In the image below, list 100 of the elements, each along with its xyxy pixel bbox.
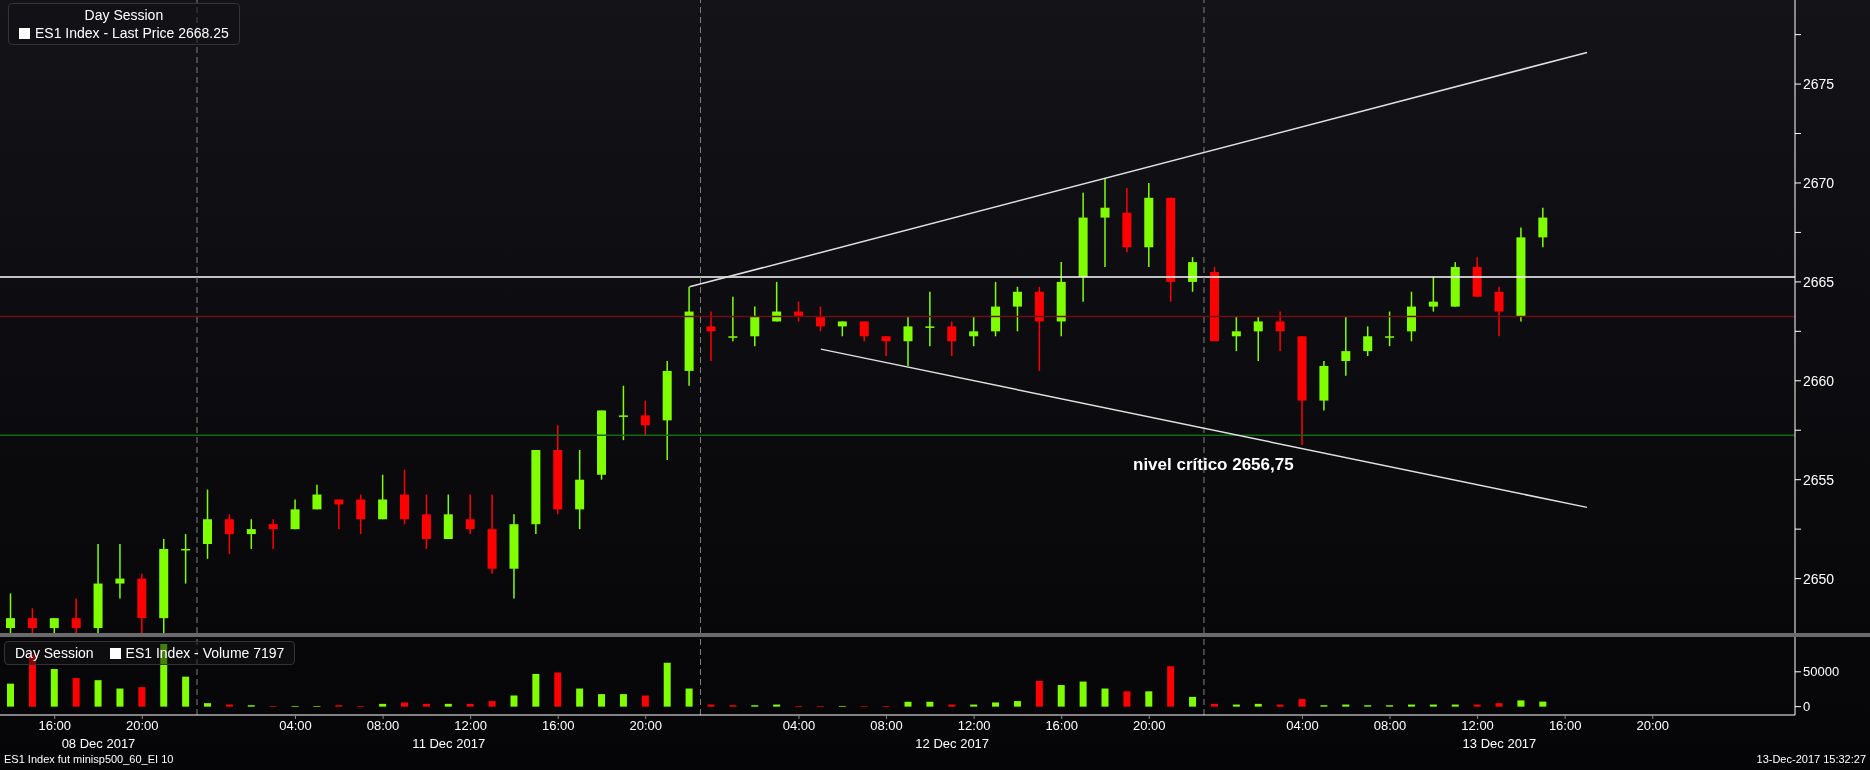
x-tick-label: 20:00 <box>126 718 159 734</box>
bar <box>422 703 430 707</box>
candlestick <box>1494 286 1504 338</box>
bar <box>1451 704 1459 707</box>
y-tick-label: 2650 <box>1803 570 1835 587</box>
bar <box>488 701 496 707</box>
x-tick-label: 16:00 <box>1045 718 1078 734</box>
x-tick-label: 04:00 <box>279 718 312 734</box>
x-tick-label: 08:00 <box>870 718 903 734</box>
bar <box>94 680 102 707</box>
bar <box>50 669 58 707</box>
y-tick-label: 2660 <box>1803 372 1835 389</box>
text: ES1 Index - Last Price 2668.25 <box>35 24 229 42</box>
candlestick <box>1341 315 1351 377</box>
candlestick <box>115 543 125 600</box>
candlestick <box>1231 315 1241 352</box>
candlestick <box>1188 256 1198 293</box>
bar <box>619 694 627 707</box>
bar <box>379 703 387 707</box>
bar <box>72 678 80 707</box>
bar <box>1495 703 1503 707</box>
y-tick-label: 2665 <box>1803 273 1835 290</box>
bar <box>992 702 1000 707</box>
candlestick <box>1100 177 1110 268</box>
candlestick <box>1538 206 1548 249</box>
text: 11 Dec 2017 <box>412 735 486 753</box>
text: Day Session <box>83 6 165 24</box>
bar <box>1473 704 1481 707</box>
bar <box>1101 688 1109 707</box>
bar <box>1123 691 1131 707</box>
candlestick <box>728 295 738 342</box>
y-tick-label: 2675 <box>1803 76 1835 93</box>
text: Day Session <box>15 644 94 662</box>
bar <box>1298 698 1306 707</box>
bar <box>532 673 540 707</box>
text: 12 Dec 2017 <box>915 735 990 753</box>
y-tick-label: 0 <box>1803 699 1811 715</box>
candlestick <box>618 384 628 441</box>
text: ES1 Index fut minisp500_60_EI 10 <box>4 753 174 766</box>
x-tick-label: 16:00 <box>38 718 71 734</box>
bar <box>1145 691 1153 707</box>
bar <box>554 672 562 707</box>
x-tick-label: 16:00 <box>541 718 575 734</box>
text: ES1 Index - Volume 7197 <box>125 644 285 662</box>
bar <box>663 662 671 707</box>
candlestick <box>640 399 650 436</box>
bar <box>970 704 978 707</box>
bar <box>576 688 584 707</box>
x-tick-label: 08:00 <box>366 718 400 734</box>
bar <box>1189 696 1197 707</box>
text: 13 Dec 2017 <box>1462 735 1537 753</box>
y-tick-label: 50000 <box>1803 664 1840 680</box>
y-tick-label: 2670 <box>1803 174 1835 191</box>
bar <box>1276 704 1284 707</box>
bar <box>773 704 781 707</box>
x-tick-label: 12:00 <box>957 718 991 734</box>
candlestick <box>969 315 979 347</box>
bar <box>948 704 956 707</box>
bar <box>926 701 934 707</box>
candlestick <box>71 597 81 633</box>
bar <box>641 695 649 707</box>
annotation: nivel crítico 2656,75 <box>1133 455 1294 475</box>
candlestick <box>1012 286 1022 333</box>
bar <box>1167 666 1175 707</box>
candlestick <box>1363 325 1373 357</box>
text: 13-Dec-2017 15:32:27 <box>1756 753 1866 766</box>
bar <box>466 703 474 707</box>
text: 08 Dec 2017 <box>61 735 136 753</box>
candlestick <box>750 305 760 347</box>
bar <box>707 704 715 707</box>
candlestick <box>334 498 344 530</box>
x-tick-label: 20:00 <box>629 718 663 734</box>
candlestick <box>465 493 475 535</box>
bar <box>204 703 212 707</box>
bar <box>510 695 518 707</box>
candlestick <box>706 310 716 362</box>
candlestick <box>27 607 37 633</box>
candlestick <box>6 592 15 633</box>
y-tick-label: 2655 <box>1803 471 1835 488</box>
bar <box>1079 681 1087 707</box>
bar <box>1013 701 1021 707</box>
bar <box>1057 685 1065 707</box>
candlestick <box>815 305 825 333</box>
bar <box>116 688 124 707</box>
bar <box>1210 703 1218 707</box>
bar <box>7 683 14 707</box>
bar <box>1035 680 1043 707</box>
bar <box>685 688 693 707</box>
candlestick <box>1385 310 1395 347</box>
candlestick <box>1428 276 1438 313</box>
candlestick <box>947 320 957 357</box>
candlestick <box>290 498 300 530</box>
bar <box>444 703 452 707</box>
x-tick-label: 12:00 <box>454 718 487 734</box>
candlestick <box>881 335 891 357</box>
x-tick-label: 08:00 <box>1373 718 1407 734</box>
bar <box>1517 700 1525 707</box>
bar <box>1539 701 1547 707</box>
x-tick-label: 20:00 <box>1132 718 1166 734</box>
x-tick-label: 20:00 <box>1636 718 1669 734</box>
